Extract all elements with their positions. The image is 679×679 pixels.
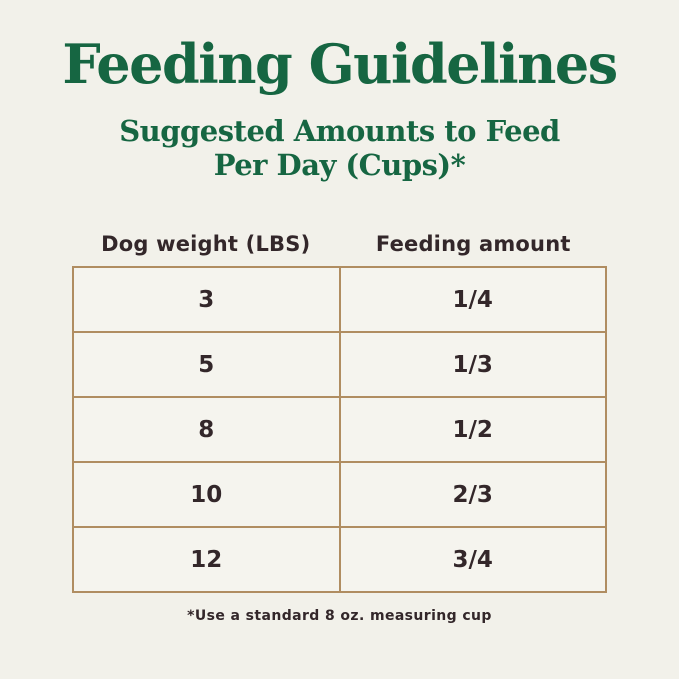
table-row: 8 1/2 xyxy=(72,396,607,464)
table-column-headers: Dog weight (LBS) Feeding amount xyxy=(72,232,607,256)
column-header-dog-weight: Dog weight (LBS) xyxy=(101,232,311,257)
weight-cell: 3 xyxy=(72,266,341,334)
amount-cell: 1/3 xyxy=(338,331,607,399)
column-header-feeding-amount: Feeding amount xyxy=(375,232,571,257)
weight-cell: 12 xyxy=(72,526,341,594)
table-row: 5 1/3 xyxy=(72,331,607,399)
amount-cell: 1/4 xyxy=(338,266,607,334)
amount-cell: 2/3 xyxy=(338,461,607,529)
subtitle-line-2: Per Day (Cups)* xyxy=(213,148,466,183)
weight-cell: 8 xyxy=(72,396,341,464)
table-row: 12 3/4 xyxy=(72,526,607,594)
table-row: 3 1/4 xyxy=(72,266,607,334)
weight-cell: 5 xyxy=(72,331,341,399)
table-row: 10 2/3 xyxy=(72,461,607,529)
page-title: Feeding Guidelines xyxy=(62,32,618,96)
page-subtitle: Suggested Amounts to Feed Per Day (Cups)… xyxy=(0,114,679,182)
subtitle-line-1: Suggested Amounts to Feed xyxy=(119,114,560,149)
amount-cell: 3/4 xyxy=(338,526,607,594)
amount-cell: 1/2 xyxy=(338,396,607,464)
weight-cell: 10 xyxy=(72,461,341,529)
feeding-table-area: Dog weight (LBS) Feeding amount 3 1/4 5 … xyxy=(72,232,607,594)
measuring-cup-footnote: *Use a standard 8 oz. measuring cup xyxy=(187,608,492,625)
feeding-table: 3 1/4 5 1/3 8 1/2 10 2/3 12 3/4 xyxy=(72,266,607,594)
